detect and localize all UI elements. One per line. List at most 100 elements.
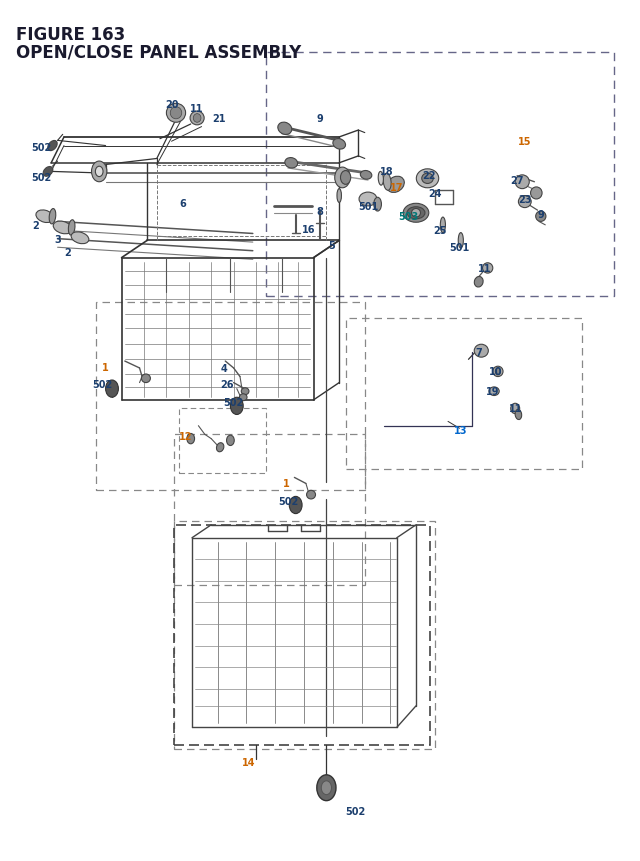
Text: 502: 502	[31, 173, 52, 183]
Ellipse shape	[383, 174, 391, 191]
Ellipse shape	[387, 177, 404, 193]
Ellipse shape	[337, 189, 342, 203]
Text: 502: 502	[92, 380, 113, 390]
Ellipse shape	[474, 345, 488, 358]
Ellipse shape	[285, 158, 298, 169]
Bar	[179, 409, 266, 474]
Ellipse shape	[333, 139, 346, 150]
Text: 10: 10	[489, 367, 503, 377]
Ellipse shape	[359, 193, 377, 207]
Ellipse shape	[403, 204, 429, 223]
Circle shape	[340, 171, 351, 185]
Text: 27: 27	[510, 176, 524, 186]
Text: 14: 14	[241, 757, 255, 767]
Text: 503: 503	[398, 212, 419, 222]
Text: 22: 22	[422, 170, 436, 181]
Ellipse shape	[474, 277, 483, 288]
Text: 3: 3	[54, 234, 61, 245]
Circle shape	[335, 168, 350, 189]
Ellipse shape	[53, 222, 72, 234]
Text: 18: 18	[380, 167, 394, 177]
Text: 11: 11	[508, 404, 522, 414]
Ellipse shape	[489, 387, 499, 396]
Ellipse shape	[48, 141, 57, 152]
Text: 502: 502	[345, 806, 365, 816]
Circle shape	[289, 497, 302, 514]
Ellipse shape	[422, 174, 433, 184]
Ellipse shape	[417, 170, 439, 189]
Text: 5: 5	[328, 240, 335, 251]
Text: 7: 7	[476, 348, 482, 358]
Text: 8: 8	[317, 207, 323, 217]
Circle shape	[230, 398, 243, 415]
Text: 1: 1	[102, 362, 109, 373]
Ellipse shape	[193, 115, 201, 123]
Text: 15: 15	[518, 137, 532, 147]
Ellipse shape	[518, 196, 531, 208]
Ellipse shape	[216, 443, 224, 452]
Ellipse shape	[412, 209, 420, 218]
Bar	[174, 521, 435, 749]
Text: 19: 19	[486, 387, 500, 397]
Text: 502: 502	[278, 496, 298, 506]
Text: 501: 501	[358, 201, 378, 212]
Circle shape	[321, 781, 332, 795]
Ellipse shape	[307, 491, 316, 499]
Text: 25: 25	[433, 226, 447, 236]
Text: 2: 2	[64, 248, 70, 258]
Ellipse shape	[241, 388, 249, 395]
Text: 9: 9	[317, 114, 323, 124]
Bar	[174, 525, 430, 745]
Text: 2: 2	[32, 220, 38, 231]
Text: 502: 502	[223, 397, 244, 407]
Bar	[266, 53, 614, 297]
Ellipse shape	[495, 369, 500, 375]
Bar	[174, 435, 365, 585]
Circle shape	[95, 167, 103, 177]
Text: 11: 11	[190, 104, 204, 115]
Ellipse shape	[407, 208, 425, 220]
Text: 21: 21	[212, 114, 226, 124]
Ellipse shape	[170, 108, 182, 120]
Circle shape	[187, 434, 195, 444]
Text: 16: 16	[301, 225, 316, 235]
Text: 23: 23	[518, 195, 532, 205]
Text: 6: 6	[179, 199, 186, 209]
Text: FIGURE 163: FIGURE 163	[16, 26, 125, 44]
Ellipse shape	[360, 171, 372, 180]
Text: 24: 24	[428, 189, 442, 199]
Circle shape	[317, 775, 336, 801]
Ellipse shape	[71, 232, 89, 245]
Ellipse shape	[166, 104, 186, 123]
Ellipse shape	[511, 404, 520, 414]
Ellipse shape	[49, 209, 56, 225]
Circle shape	[92, 162, 107, 183]
Text: 17: 17	[390, 183, 404, 193]
Text: 502: 502	[31, 143, 52, 153]
Ellipse shape	[515, 410, 522, 420]
Ellipse shape	[374, 198, 381, 212]
Bar	[346, 319, 582, 469]
Text: 13: 13	[454, 425, 468, 436]
Text: 1: 1	[284, 479, 290, 489]
Text: 12: 12	[179, 431, 193, 442]
Text: 501: 501	[449, 243, 470, 253]
Circle shape	[227, 436, 234, 446]
Ellipse shape	[378, 172, 383, 186]
Ellipse shape	[493, 367, 503, 377]
Text: 20: 20	[164, 100, 179, 110]
Ellipse shape	[278, 123, 292, 135]
Ellipse shape	[239, 394, 247, 401]
Ellipse shape	[36, 211, 54, 223]
Text: 26: 26	[220, 380, 234, 390]
Circle shape	[106, 381, 118, 398]
Text: OPEN/CLOSE PANEL ASSEMBLY: OPEN/CLOSE PANEL ASSEMBLY	[16, 43, 301, 61]
Ellipse shape	[190, 112, 204, 126]
Ellipse shape	[68, 220, 75, 236]
Ellipse shape	[483, 263, 493, 274]
Ellipse shape	[531, 188, 542, 200]
Text: 4: 4	[221, 363, 227, 374]
Ellipse shape	[141, 375, 150, 383]
Ellipse shape	[440, 218, 445, 233]
Text: 11: 11	[478, 263, 492, 274]
